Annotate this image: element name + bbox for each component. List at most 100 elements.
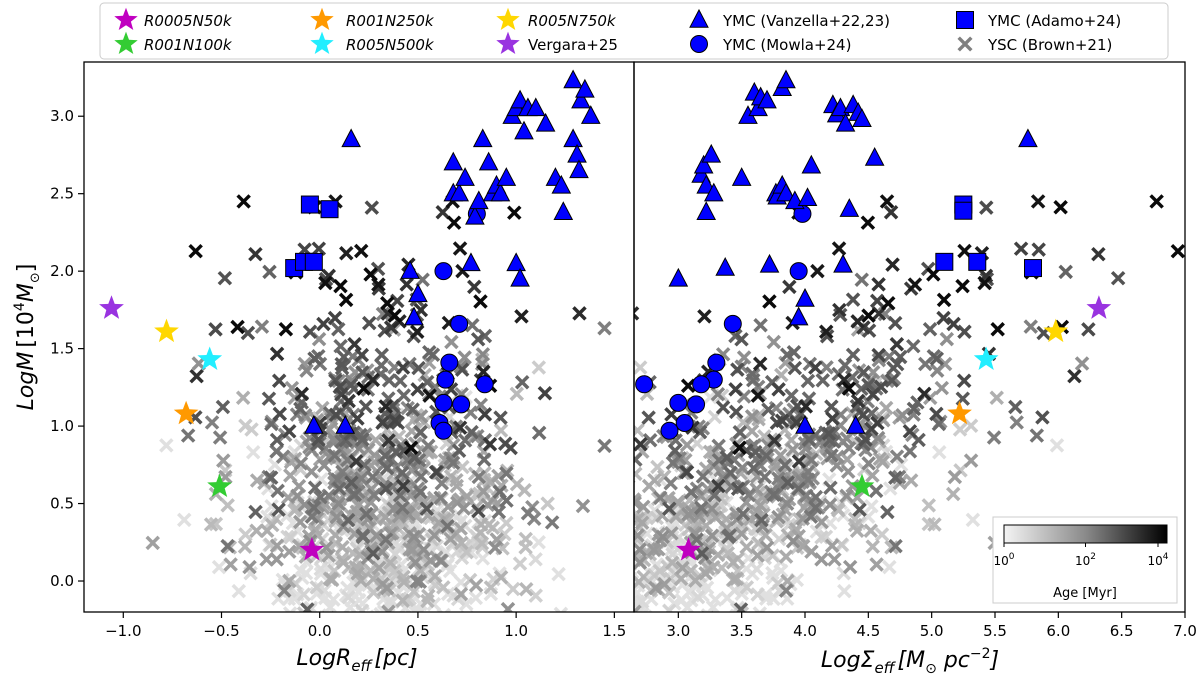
ysc-cross — [448, 614, 460, 626]
ysc-cross — [808, 360, 823, 375]
ymc-vanzella-22-23-point — [569, 159, 589, 179]
ysc-cross — [843, 614, 855, 626]
ysc-cross — [188, 243, 203, 259]
ysc-cross — [237, 539, 253, 554]
ysc-cross — [353, 243, 369, 259]
ysc-cross — [479, 614, 491, 626]
ysc-cross — [453, 586, 469, 602]
r005n750k-point — [1043, 318, 1069, 343]
ymc-mowla-24-point — [789, 262, 808, 281]
ysc-cross — [445, 455, 461, 471]
ysc-cross — [882, 559, 897, 575]
ymc-vanzella-22-23-point — [852, 108, 872, 128]
y-label-sun: ⊙ — [28, 272, 43, 283]
ysc-cross — [721, 529, 736, 545]
ysc-cross — [440, 519, 455, 534]
ysc-cross — [306, 500, 322, 515]
ysc-cross — [818, 324, 834, 339]
ysc-cross — [749, 561, 764, 577]
legend-marker-ysc-brown — [957, 36, 973, 52]
ysc-cross — [601, 555, 613, 567]
ysc-cross — [699, 614, 711, 626]
ymc-vanzella-22-23-point — [455, 167, 475, 186]
right-x-label-sub: eff — [874, 659, 896, 677]
ysc-cross — [575, 498, 591, 514]
ysc-cross — [568, 614, 580, 626]
ymc-adamo-24-point — [954, 201, 973, 220]
ysc-cross — [689, 532, 704, 547]
ysc-cross — [611, 552, 623, 564]
ysc-cross — [766, 334, 782, 350]
ysc-cross — [734, 332, 749, 347]
ysc-cross — [664, 526, 679, 541]
ysc-cross — [443, 531, 458, 547]
ysc-cross — [446, 613, 458, 625]
ysc-cross — [358, 399, 374, 414]
ysc-cross — [220, 538, 235, 554]
ysc-cross — [476, 452, 492, 467]
ysc-cross — [819, 360, 834, 375]
ysc-cross — [728, 382, 743, 397]
ysc-cross — [607, 488, 619, 500]
ysc-cross — [870, 415, 885, 431]
ysc-cross — [640, 614, 652, 626]
x-tick-label: 0.5 — [406, 622, 430, 640]
ysc-cross — [888, 538, 903, 554]
legend-entry-ymc-vanz: YMC (Vanzella+22,23) — [689, 8, 890, 30]
ysc-cross — [381, 607, 396, 612]
ysc-cross — [879, 194, 895, 209]
ysc-cross — [242, 559, 257, 575]
ysc-cross — [357, 457, 372, 473]
ymc-vanzella-22-23-point — [571, 89, 591, 109]
ysc-cross — [355, 432, 370, 447]
colorbar-ticks: 100 102 104 — [993, 543, 1169, 568]
ysc-cross — [340, 512, 356, 528]
ysc-cross — [294, 386, 310, 402]
ysc-cross — [531, 360, 547, 375]
ysc-cross — [282, 424, 297, 439]
ysc-cross — [334, 360, 350, 376]
ysc-cross — [473, 614, 485, 626]
ysc-cross — [861, 377, 876, 393]
ysc-cross — [663, 475, 678, 491]
ysc-cross — [947, 469, 963, 485]
ysc-cross — [758, 591, 774, 606]
ysc-cross — [591, 557, 603, 569]
ysc-cross — [605, 528, 617, 540]
ysc-cross — [1110, 270, 1126, 286]
ysc-cross — [318, 540, 334, 555]
ysc-cross — [204, 415, 220, 430]
ysc-cross — [311, 432, 326, 447]
ysc-cross — [491, 504, 507, 520]
ysc-cross — [374, 614, 386, 626]
vergara-25-point — [99, 295, 124, 319]
vergara-25-point — [1086, 295, 1112, 319]
ysc-cross — [212, 430, 228, 445]
ymc-vanzella-22-23-point — [551, 174, 572, 194]
ysc-cross — [368, 614, 380, 626]
ysc-cross — [411, 360, 426, 376]
ysc-cross — [782, 279, 797, 295]
ysc-cross — [270, 483, 285, 499]
ysc-cross — [460, 610, 474, 612]
legend-entry-ysc-brown: YSC (Brown+21) — [957, 36, 1112, 54]
ysc-cross — [587, 484, 599, 496]
ysc-cross — [608, 533, 620, 545]
ysc-cross — [396, 388, 412, 403]
ymc-vanzella-22-23-point — [696, 201, 717, 220]
ysc-cross — [359, 506, 374, 522]
ysc-cross — [634, 522, 635, 534]
ysc-cross — [569, 536, 581, 548]
ysc-cross — [759, 448, 774, 463]
ysc-cross — [359, 614, 371, 626]
ysc-cross — [365, 614, 377, 626]
legend-label-r001n250k: R001N250k — [346, 12, 435, 30]
legend-entry-r005n500k: R005N500k — [310, 31, 435, 54]
ysc-cross — [698, 566, 713, 581]
ysc-cross — [646, 542, 662, 558]
ysc-cross — [787, 360, 803, 376]
ysc-cross — [634, 565, 635, 576]
ysc-cross — [563, 522, 575, 534]
ysc-cross — [744, 409, 760, 424]
ysc-cross — [774, 413, 790, 429]
